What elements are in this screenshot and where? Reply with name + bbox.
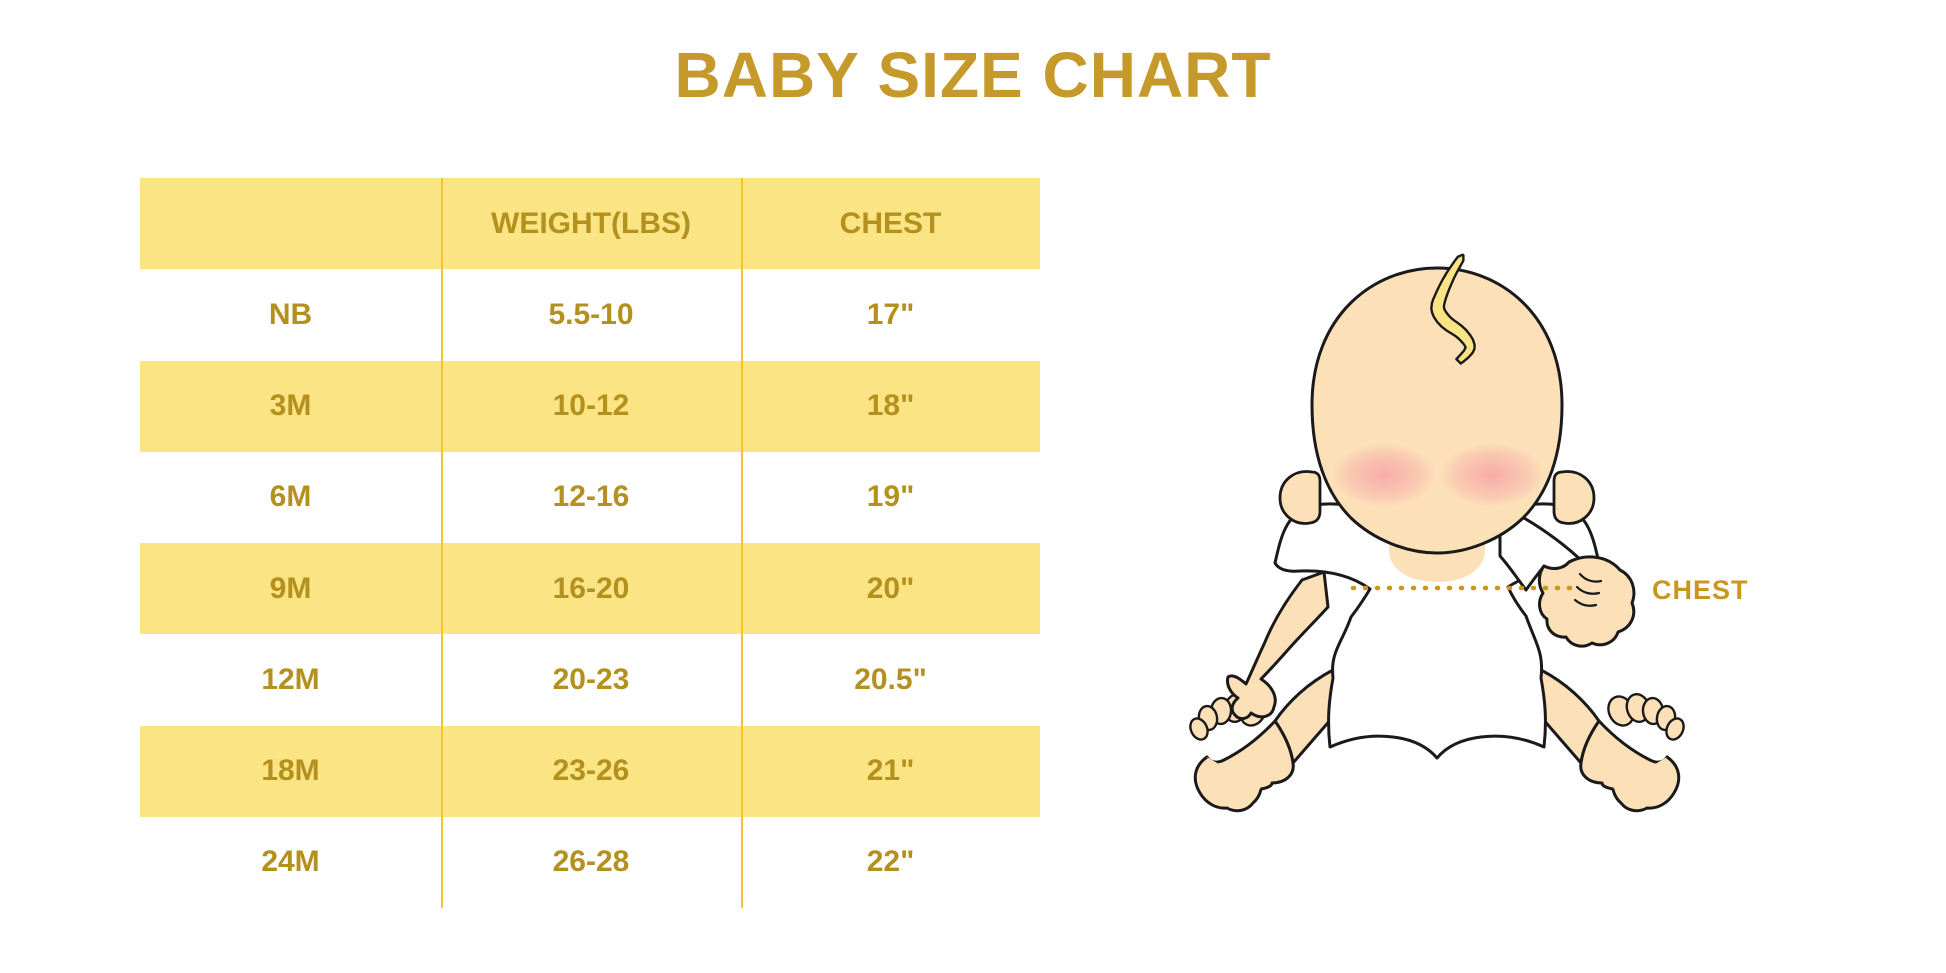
svg-text:CHEST: CHEST [1652,575,1749,605]
